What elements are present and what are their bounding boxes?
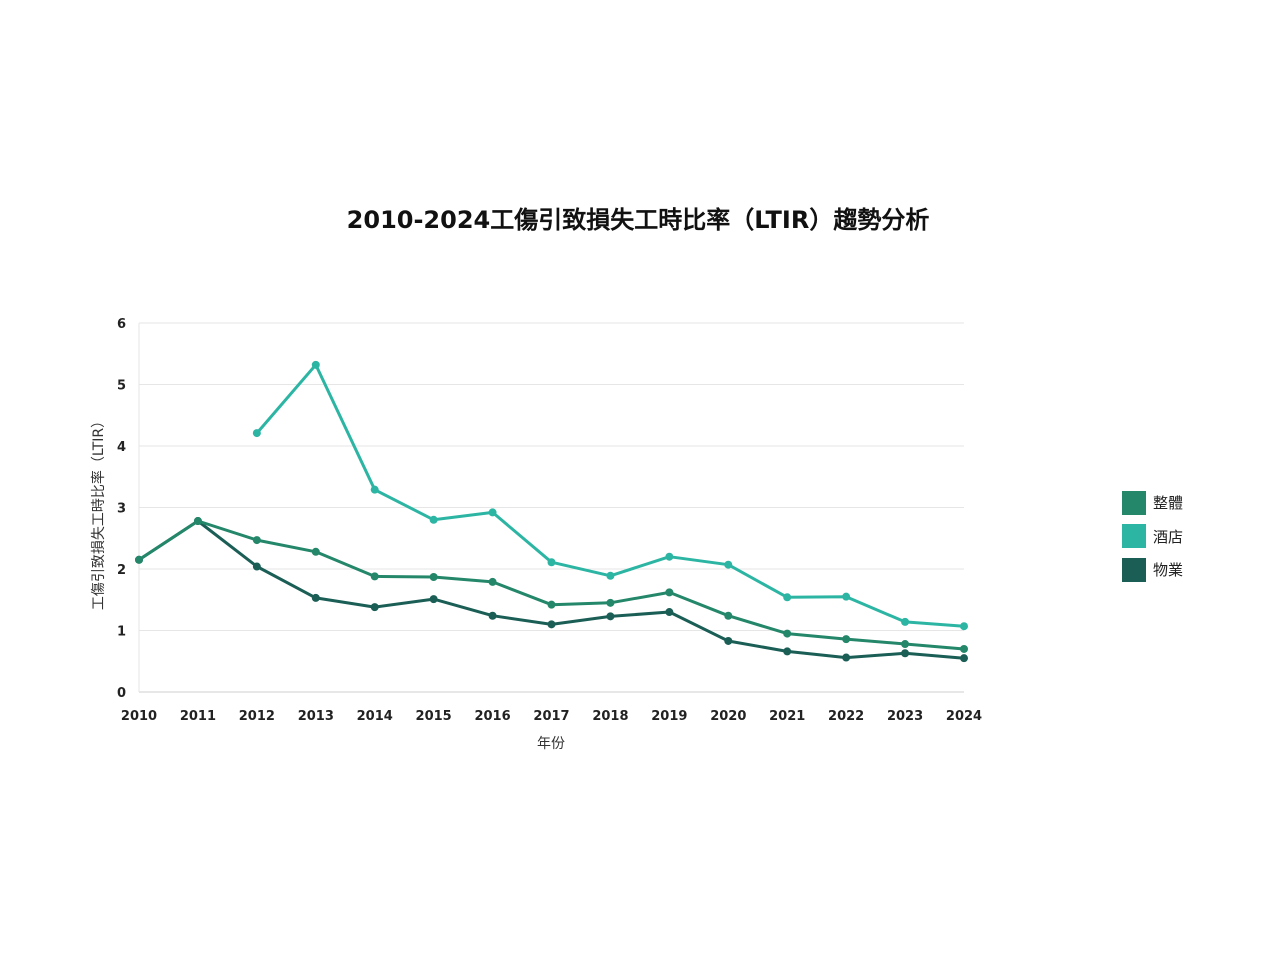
legend-swatch-overall [1122, 490, 1146, 515]
data-point-marker[interactable] [193, 517, 202, 526]
legend-item-property[interactable]: 物業 [1122, 553, 1183, 587]
data-point-marker[interactable] [901, 640, 910, 649]
y-tick-label: 3 [117, 502, 126, 517]
data-point-marker[interactable] [606, 598, 615, 607]
data-point-marker[interactable] [606, 612, 615, 621]
legend-label: 酒店 [1153, 527, 1184, 546]
y-tick-label: 1 [117, 625, 126, 640]
data-point-marker[interactable] [429, 515, 438, 524]
data-point-marker[interactable] [429, 572, 438, 581]
data-point-marker[interactable] [901, 649, 910, 658]
legend-swatch-hotel [1122, 524, 1146, 549]
x-tick-label: 2018 [592, 709, 628, 724]
data-point-marker[interactable] [252, 429, 261, 438]
data-point-marker[interactable] [724, 611, 733, 620]
data-point-marker[interactable] [842, 592, 851, 601]
data-point-marker[interactable] [724, 560, 733, 569]
data-point-marker[interactable] [370, 603, 379, 612]
data-point-marker[interactable] [960, 622, 968, 631]
data-point-marker[interactable] [960, 654, 968, 663]
x-tick-label: 2019 [651, 709, 687, 724]
data-point-marker[interactable] [488, 508, 497, 517]
series-line [255, 363, 965, 628]
x-tick-label: 2023 [887, 709, 923, 724]
data-point-marker[interactable] [842, 635, 851, 644]
legend-item-hotel[interactable]: 酒店 [1122, 520, 1183, 554]
data-point-marker[interactable] [311, 593, 320, 602]
series-line [138, 519, 965, 651]
data-point-marker[interactable] [842, 653, 851, 662]
data-point-marker[interactable] [547, 620, 556, 629]
y-tick-label: 4 [117, 440, 126, 455]
y-axis-title: 工傷引致損失工時比率（LTIR） [90, 414, 107, 610]
chart-title: 2010-2024工傷引致損失工時比率（LTIR）趨勢分析 [346, 206, 930, 234]
data-point-marker[interactable] [488, 577, 497, 586]
x-tick-label: 2010 [121, 709, 157, 724]
gridlines [138, 322, 964, 693]
x-tick-label: 2014 [357, 709, 393, 724]
data-point-marker[interactable] [901, 617, 910, 626]
y-tick-label: 6 [117, 317, 126, 332]
data-point-marker[interactable] [252, 562, 261, 571]
data-point-marker[interactable] [665, 588, 674, 597]
x-tick-label: 2012 [239, 709, 275, 724]
data-point-marker[interactable] [311, 547, 320, 556]
series-酒店 [252, 360, 968, 631]
data-point-marker[interactable] [665, 608, 674, 617]
x-tick-label: 2021 [769, 709, 805, 724]
x-tick-label: 2024 [946, 709, 982, 724]
data-point-marker[interactable] [311, 360, 320, 369]
data-point-marker[interactable] [783, 629, 792, 638]
x-tick-label: 2016 [474, 709, 510, 724]
data-point-marker[interactable] [665, 552, 674, 561]
legend-label: 物業 [1153, 561, 1184, 580]
legend-swatch-property [1122, 557, 1146, 582]
data-point-marker[interactable] [252, 536, 261, 545]
data-point-marker[interactable] [370, 485, 379, 494]
data-point-marker[interactable] [547, 558, 556, 567]
y-tick-label: 0 [117, 686, 126, 701]
legend-item-overall[interactable]: 整體 [1122, 486, 1183, 520]
data-point-marker[interactable] [783, 647, 792, 656]
data-point-marker[interactable] [135, 555, 143, 564]
x-tick-label: 2015 [416, 709, 452, 724]
y-axis-ticks: 0 1 2 3 4 5 6 [117, 317, 126, 701]
x-axis-ticks: 2010 2011 2012 2013 2014 2015 2016 2017 2018 2019… [121, 709, 982, 724]
data-point-marker[interactable] [724, 636, 733, 645]
data-point-marker[interactable] [429, 595, 438, 604]
y-tick-label: 2 [117, 563, 126, 578]
data-point-marker[interactable] [370, 572, 379, 581]
legend-label: 整體 [1153, 494, 1184, 513]
data-series [135, 360, 968, 663]
series-整體 [135, 517, 968, 653]
data-point-marker[interactable] [547, 600, 556, 609]
data-point-marker[interactable] [960, 644, 968, 653]
legend: 整體 酒店 物業 [1122, 486, 1183, 587]
x-tick-label: 2017 [533, 709, 569, 724]
x-tick-label: 2022 [828, 709, 864, 724]
data-point-marker[interactable] [606, 571, 615, 580]
x-axis-title: 年份 [537, 736, 565, 752]
x-tick-label: 2020 [710, 709, 746, 724]
x-tick-label: 2013 [298, 709, 334, 724]
data-point-marker[interactable] [488, 611, 497, 620]
data-point-marker[interactable] [783, 593, 792, 602]
x-tick-label: 2011 [180, 709, 216, 724]
y-tick-label: 5 [117, 379, 126, 394]
